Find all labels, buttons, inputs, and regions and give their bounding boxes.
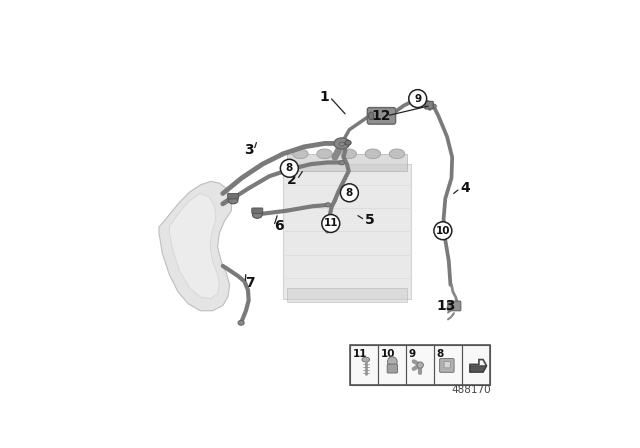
Ellipse shape	[238, 320, 244, 325]
Text: 1: 1	[319, 90, 330, 104]
Ellipse shape	[317, 149, 332, 159]
Text: 488170: 488170	[452, 384, 492, 395]
Text: 8: 8	[285, 163, 293, 173]
Text: 8: 8	[346, 188, 353, 198]
FancyBboxPatch shape	[367, 108, 396, 124]
Ellipse shape	[369, 112, 374, 120]
Ellipse shape	[387, 357, 397, 366]
Ellipse shape	[334, 138, 349, 149]
Text: 12: 12	[372, 109, 391, 123]
Ellipse shape	[228, 197, 238, 204]
Ellipse shape	[389, 149, 404, 159]
FancyBboxPatch shape	[228, 194, 239, 199]
Ellipse shape	[252, 211, 262, 218]
Circle shape	[322, 215, 340, 233]
FancyBboxPatch shape	[425, 101, 433, 109]
Text: 6: 6	[274, 219, 284, 233]
Ellipse shape	[362, 357, 369, 362]
Circle shape	[434, 222, 452, 240]
FancyBboxPatch shape	[440, 358, 454, 372]
Circle shape	[280, 159, 298, 177]
Ellipse shape	[345, 140, 351, 145]
Text: 7: 7	[246, 276, 255, 290]
Text: 3: 3	[244, 143, 253, 157]
FancyBboxPatch shape	[351, 345, 490, 385]
Text: 4: 4	[460, 181, 470, 195]
Ellipse shape	[325, 203, 331, 207]
Text: 9: 9	[409, 349, 416, 359]
FancyBboxPatch shape	[252, 208, 263, 214]
FancyBboxPatch shape	[448, 301, 461, 311]
Ellipse shape	[431, 104, 436, 108]
Text: 13: 13	[436, 299, 456, 313]
Text: 10: 10	[436, 226, 450, 236]
Polygon shape	[287, 289, 407, 302]
Polygon shape	[287, 154, 407, 171]
Text: 9: 9	[414, 94, 421, 103]
Polygon shape	[170, 194, 220, 299]
Ellipse shape	[339, 161, 344, 165]
Text: 8: 8	[436, 349, 444, 359]
Polygon shape	[470, 366, 486, 372]
Polygon shape	[283, 164, 411, 299]
FancyBboxPatch shape	[444, 362, 451, 368]
Text: 11: 11	[353, 349, 367, 359]
Text: 5: 5	[365, 213, 375, 227]
FancyBboxPatch shape	[387, 364, 397, 373]
Circle shape	[340, 184, 358, 202]
Polygon shape	[159, 181, 232, 311]
Ellipse shape	[292, 149, 308, 159]
Ellipse shape	[417, 362, 424, 368]
Text: 11: 11	[323, 219, 338, 228]
Circle shape	[409, 90, 427, 108]
Ellipse shape	[365, 149, 381, 159]
Text: 2: 2	[287, 172, 297, 187]
Ellipse shape	[341, 149, 356, 159]
Text: 10: 10	[381, 349, 396, 359]
Ellipse shape	[339, 142, 344, 146]
